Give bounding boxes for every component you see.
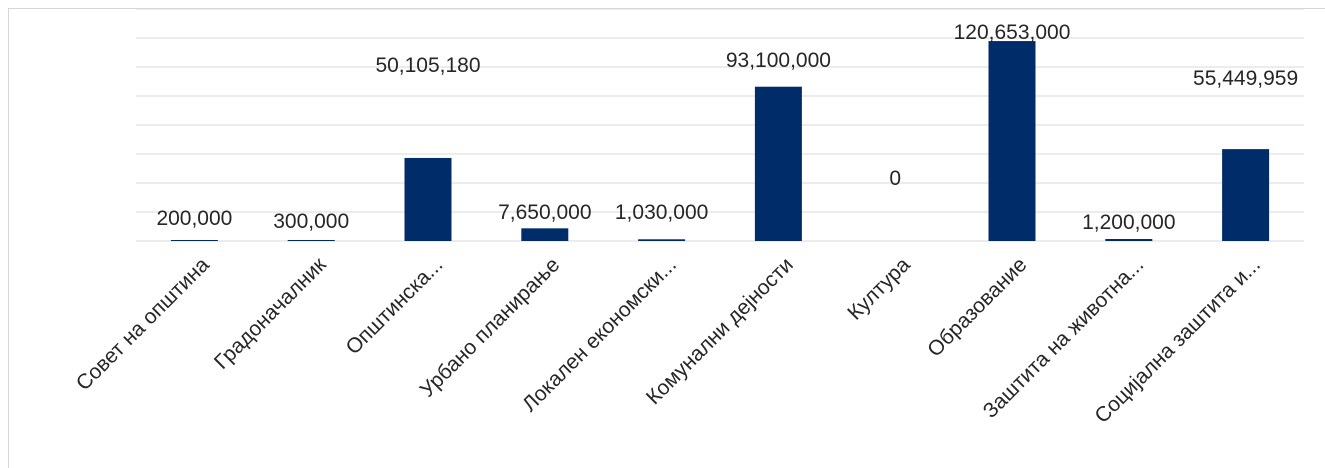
- data-label: 300,000: [273, 210, 349, 233]
- bar-4: [521, 228, 569, 241]
- category-label: Градоначалник: [210, 253, 331, 374]
- data-label: 1,200,000: [1082, 211, 1175, 234]
- gridlines: [136, 8, 1304, 242]
- data-label: 93,100,000: [726, 49, 831, 72]
- bar-3: [404, 157, 452, 241]
- bar-8: [988, 41, 1036, 241]
- data-labels: 200,000 300,000 50,105,180 7,650,000 1,030,0…: [156, 21, 1298, 234]
- category-label: Совет на општина: [72, 253, 214, 395]
- data-label: 0: [889, 167, 901, 190]
- data-label: 55,449,959: [1193, 67, 1298, 90]
- category-label: Образование: [923, 253, 1031, 361]
- bars: [170, 41, 1270, 241]
- data-label: 200,000: [156, 207, 232, 230]
- data-label: 7,650,000: [498, 201, 591, 224]
- data-label: 1,030,000: [615, 201, 708, 224]
- category-label: Општинска...: [342, 253, 448, 359]
- bar-2: [287, 240, 335, 241]
- bar-9: [1105, 239, 1153, 241]
- bar-6: [754, 86, 802, 241]
- category-label: Култура: [843, 253, 915, 325]
- chart-border-left: [8, 8, 9, 468]
- bar-1: [170, 240, 218, 241]
- data-label: 120,653,000: [954, 21, 1071, 44]
- bar-5: [638, 239, 686, 241]
- bar-10: [1222, 149, 1270, 241]
- data-label: 50,105,180: [375, 54, 480, 77]
